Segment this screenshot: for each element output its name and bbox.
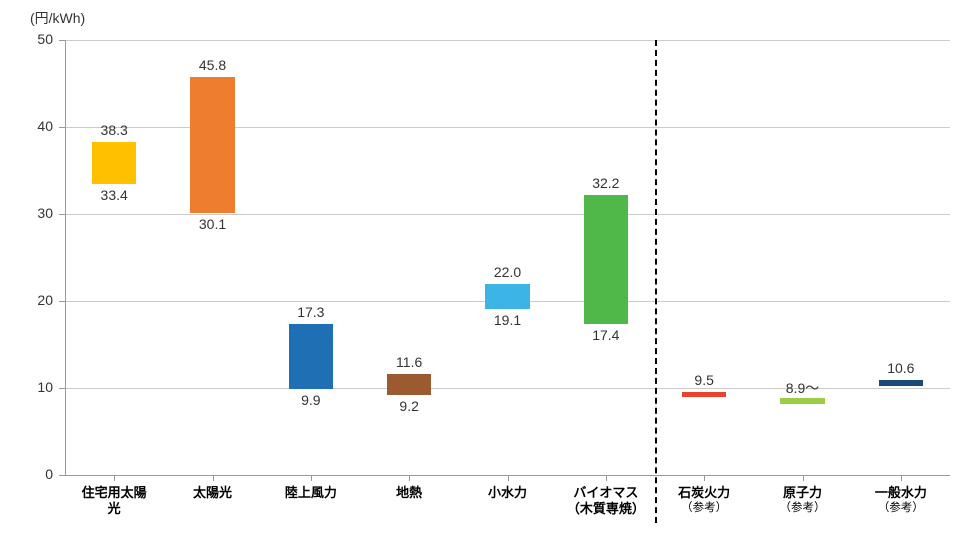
x-tick-mark xyxy=(901,475,902,481)
range-bar xyxy=(879,380,923,386)
bar-high-label: 38.3 xyxy=(74,122,154,138)
y-tick-label: 20 xyxy=(0,292,53,308)
bar-low-label: 30.1 xyxy=(173,216,253,232)
range-bar xyxy=(190,77,234,214)
range-bar xyxy=(289,324,333,388)
x-tick-mark xyxy=(508,475,509,481)
category-label: 一般水力（参考） xyxy=(852,485,950,516)
category-label: 太陽光 xyxy=(163,485,261,501)
x-tick-mark xyxy=(409,475,410,481)
x-tick-mark xyxy=(606,475,607,481)
y-axis xyxy=(65,40,66,475)
category-label: バイオマス （木質専焼） xyxy=(557,485,655,518)
range-bar xyxy=(780,398,824,404)
bar-low-label: 19.1 xyxy=(468,312,548,328)
bar-low-label: 33.4 xyxy=(74,187,154,203)
bar-high-label: 9.5 xyxy=(664,372,744,388)
category-label: 地熱 xyxy=(360,485,458,501)
category-label: 原子力（参考） xyxy=(753,485,851,516)
x-tick-mark xyxy=(114,475,115,481)
bar-high-label: 32.2 xyxy=(566,175,646,191)
bar-high-label: 22.0 xyxy=(468,264,548,280)
category-label: 小水力 xyxy=(458,485,556,501)
bar-high-label: 17.3 xyxy=(271,304,351,320)
range-bar xyxy=(682,392,726,396)
range-bar xyxy=(92,142,136,185)
x-tick-mark xyxy=(213,475,214,481)
y-tick-label: 10 xyxy=(0,379,53,395)
cost-range-chart: (円/kWh) 0 10 20 30 40 50 38.3 33.4 住宅用太陽 光 45.8 30… xyxy=(0,0,960,539)
bar-high-label: 10.6 xyxy=(861,360,941,376)
y-tick-label: 50 xyxy=(0,31,53,47)
grid-line xyxy=(65,214,950,215)
bar-low-label: 9.9 xyxy=(271,392,351,408)
grid-line xyxy=(65,40,950,41)
bar-high-label: 11.6 xyxy=(369,354,449,370)
bar-high-label: 8.9～ xyxy=(763,378,843,398)
bar-low-label: 17.4 xyxy=(566,327,646,343)
category-label: 陸上風力 xyxy=(262,485,360,501)
y-tick-label: 40 xyxy=(0,118,53,134)
y-axis-unit-label: (円/kWh) xyxy=(30,8,85,28)
x-tick-mark xyxy=(704,475,705,481)
category-label: 石炭火力（参考） xyxy=(655,485,753,516)
x-tick-mark xyxy=(311,475,312,481)
bar-high-label: 45.8 xyxy=(173,57,253,73)
y-tick-label: 30 xyxy=(0,205,53,221)
range-bar xyxy=(584,195,628,324)
range-bar xyxy=(387,374,431,395)
x-tick-mark xyxy=(803,475,804,481)
range-bar xyxy=(485,284,529,309)
group-divider xyxy=(655,40,657,523)
category-label: 住宅用太陽 光 xyxy=(65,485,163,518)
bar-low-label: 9.2 xyxy=(369,398,449,414)
y-tick-label: 0 xyxy=(0,466,53,482)
